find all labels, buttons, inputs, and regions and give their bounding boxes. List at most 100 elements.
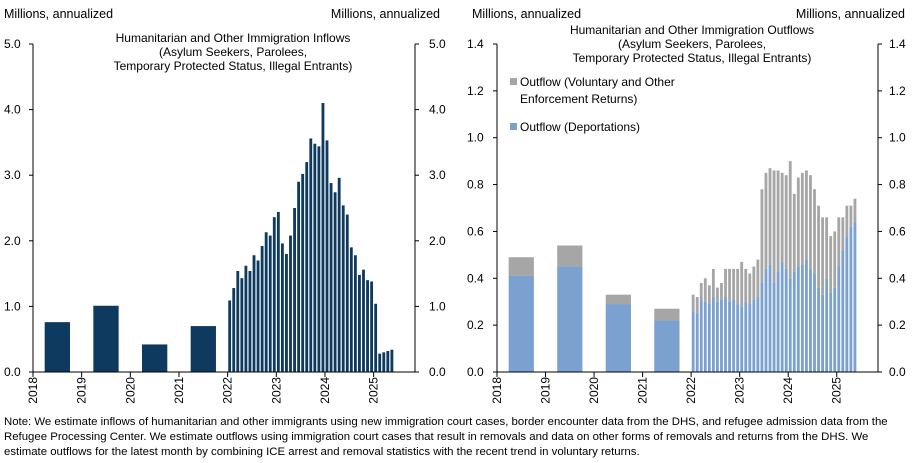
outflows-monthly-bar-voluntary [699,282,703,300]
outflows-monthly-bar-voluntary [716,287,719,302]
outflows-monthly-bar-voluntary [691,294,695,312]
outflows-monthly-bar-deportations [711,297,715,372]
outflows-monthly-bar-voluntary [841,217,845,251]
outflows-monthly-bar-voluntary [804,170,808,260]
outflows-monthly-bar-deportations [825,278,829,372]
inflows-monthly-bar [280,243,284,372]
outflows-annual-bar-voluntary [605,294,631,305]
inflows-ytick-label-right: 2.0 [429,234,446,248]
inflows-xtick-label: 2019 [75,377,89,404]
inflows-monthly-bar [386,351,390,372]
outflows-monthly-bar-voluntary [748,273,752,305]
outflows-monthly-bar-voluntary [813,189,816,274]
outflows-monthly-bar-voluntary [768,168,772,265]
outflows-monthly-bar-deportations [841,250,845,372]
outflows-monthly-bar-voluntary [833,231,837,288]
inflows-monthly-bar [317,146,321,372]
inflows-ytick-label-right: 5.0 [429,37,446,51]
inflows-title-line-3: Temporary Protected Status, Illegal Entr… [114,59,353,73]
outflows-annual-bar-deportations [605,304,631,372]
legend-swatch-deportations [510,123,517,130]
outflows-monthly-bar-voluntary [792,193,796,272]
inflows-monthly-bar [374,303,378,372]
inflows-monthly-bar [285,253,288,372]
legend-deportations: Outflow (Deportations) [520,120,640,134]
outflows-ytick-label-right: 0.4 [889,271,906,285]
outflows-monthly-bar-deportations [695,313,699,372]
outflows-monthly-bar-deportations [800,264,804,372]
inflows-monthly-bar [305,162,309,372]
outflows-ytick-label-right: 1.2 [889,84,906,98]
inflows-annual-bar [93,305,119,372]
outflows-bars [508,161,857,372]
outflows-monthly-bar-deportations [720,299,723,372]
legend-voluntary-line-2: Enforcement Returns) [520,92,637,106]
outflows-monthly-bar-deportations [792,271,796,372]
outflows-monthly-bar-voluntary [695,297,699,314]
outflows-monthly-bar-voluntary [829,236,833,293]
inflows-monthly-bar [297,181,301,372]
inflows-xtick-label: 2025 [367,377,381,404]
outflows-monthly-bar-deportations [833,287,837,372]
outflows-monthly-bar-deportations [748,304,752,372]
inflows-ytick-label-left: 1.0 [4,299,21,313]
chart-note: Note: We estimate inflows of humanitaria… [4,416,888,458]
outflows-monthly-bar-deportations [780,261,784,372]
outflows-ytick-label-left: 0.2 [467,318,484,332]
outflows-monthly-bar-deportations [772,282,776,372]
outflows-monthly-bar-deportations [837,266,841,372]
outflows-xtick-label: 2021 [636,377,650,404]
inflows-ytick-label-right: 4.0 [429,103,446,117]
outflows-monthly-bar-deportations [784,268,788,372]
outflows-monthly-bar-voluntary [780,172,784,262]
outflows-monthly-bar-deportations [736,304,740,372]
outflows-monthly-bar-voluntary [800,172,804,265]
outflows-monthly-bar-deportations [703,301,707,372]
inflows-monthly-bar [252,255,256,372]
inflows-xtick-label: 2023 [269,377,283,404]
outflows-xtick-label: 2020 [587,377,601,404]
outflows-xtick-label: 2018 [490,377,504,404]
inflows-monthly-bar [341,205,345,372]
outflows-annual-bar-deportations [654,320,680,372]
outflows-monthly-bar-voluntary [784,175,788,269]
outflows-monthly-bar-deportations [845,236,849,372]
outflows-monthly-bar-deportations [732,299,736,372]
inflows-monthly-bar [268,235,272,372]
outflows-monthly-bar-voluntary [707,285,711,305]
outflows-monthly-bar-voluntary [764,172,768,269]
inflows-monthly-bar [329,183,333,372]
inflows-ytick-label-right: 0.0 [429,365,446,379]
outflows-annual-bar-voluntary [557,245,583,267]
inflows-ytick-label-right: 1.0 [429,299,446,313]
outflows-monthly-bar-deportations [756,297,760,372]
outflows-monthly-bar-deportations [809,268,812,372]
legend-swatch-voluntary [510,78,517,85]
inflows-monthly-bar [236,270,240,372]
outflows-monthly-bar-deportations [744,301,748,372]
outflows-ytick-label-right: 1.0 [889,131,906,145]
outflows-annual-bar-voluntary [654,308,680,321]
charts-canvas: Millions, annualized Millions, annualize… [4,7,906,404]
inflows-annual-bar [44,322,70,372]
inflows-ylabel-right: Millions, annualized [331,7,440,21]
outflows-monthly-bar-deportations [760,282,764,372]
outflows-ytick-label-right: 0.0 [889,365,906,379]
outflows-xtick-label: 2019 [539,377,553,404]
outflows-monthly-bar-voluntary [837,217,841,267]
outflows-monthly-bar-voluntary [853,198,857,223]
inflows-monthly-bar [244,265,248,372]
outflows-xtick-label: 2023 [733,377,747,404]
outflows-ytick-label-right: 0.2 [889,318,906,332]
outflows-monthly-bar-voluntary [788,161,792,279]
outflows-monthly-bar-deportations [817,287,820,372]
outflows-annual-bar-deportations [557,266,583,372]
outflows-title-line-1: Humanitarian and Other Immigration Outfl… [570,23,814,37]
inflows-monthly-bar [232,288,236,372]
outflows-ytick-label-left: 0.8 [467,178,484,192]
outflows-monthly-bar-voluntary [728,268,731,302]
outflows-ytick-label-left: 0.0 [467,365,484,379]
outflows-title-line-3: Temporary Protected Status, Illegal Entr… [573,51,812,65]
inflows-title-line-1: Humanitarian and Other Immigration Inflo… [116,31,351,45]
outflows-ytick-label-right: 1.4 [889,37,906,51]
